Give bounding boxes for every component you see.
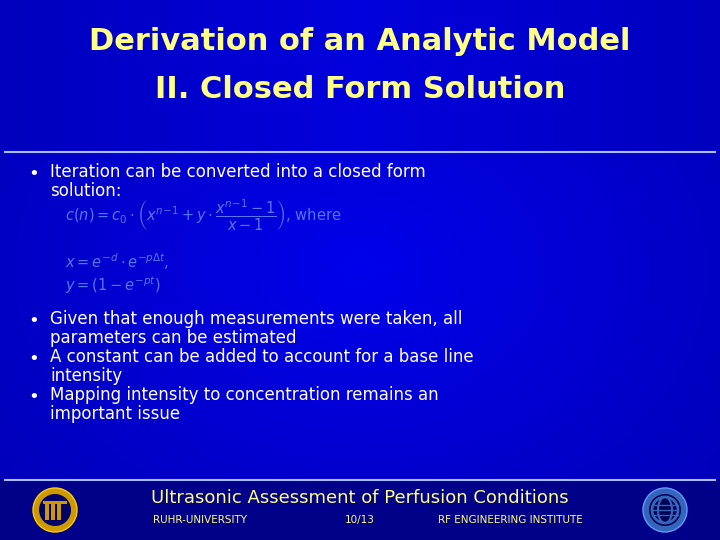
Text: 10/13: 10/13 bbox=[345, 515, 375, 525]
Text: Given that enough measurements were taken, all: Given that enough measurements were take… bbox=[50, 310, 462, 328]
Text: solution:: solution: bbox=[50, 182, 122, 200]
Bar bbox=[45, 502, 49, 520]
Bar bbox=[43, 501, 67, 504]
Text: •: • bbox=[28, 388, 39, 406]
Text: parameters can be estimated: parameters can be estimated bbox=[50, 329, 297, 347]
Text: RF ENGINEERING INSTITUTE: RF ENGINEERING INSTITUTE bbox=[438, 515, 582, 525]
Text: •: • bbox=[28, 165, 39, 183]
Text: Derivation of an Analytic Model: Derivation of an Analytic Model bbox=[89, 28, 631, 57]
Text: Ultrasonic Assessment of Perfusion Conditions: Ultrasonic Assessment of Perfusion Condi… bbox=[151, 489, 569, 507]
Circle shape bbox=[649, 494, 681, 526]
Bar bbox=[0, 0, 720, 150]
Bar bbox=[51, 502, 55, 520]
Text: intensity: intensity bbox=[50, 367, 122, 385]
Text: $y = (1 - e^{-pt})$: $y = (1 - e^{-pt})$ bbox=[65, 274, 161, 296]
Text: RUHR-UNIVERSITY: RUHR-UNIVERSITY bbox=[153, 515, 247, 525]
Circle shape bbox=[39, 494, 71, 526]
Circle shape bbox=[643, 488, 687, 532]
Text: •: • bbox=[28, 350, 39, 368]
Text: $c(n) = c_0 \cdot \left( x^{n\!-\!1} + y \cdot \dfrac{x^{n\!-\!1}-1}{x-1} \right: $c(n) = c_0 \cdot \left( x^{n\!-\!1} + y… bbox=[65, 198, 341, 233]
Circle shape bbox=[33, 488, 77, 532]
Text: II. Closed Form Solution: II. Closed Form Solution bbox=[155, 76, 565, 105]
Text: •: • bbox=[28, 312, 39, 330]
Bar bbox=[57, 502, 61, 520]
Bar bbox=[0, 480, 720, 540]
Text: Iteration can be converted into a closed form: Iteration can be converted into a closed… bbox=[50, 163, 426, 181]
Text: Mapping intensity to concentration remains an: Mapping intensity to concentration remai… bbox=[50, 386, 438, 404]
Text: important issue: important issue bbox=[50, 405, 180, 423]
Text: $x = e^{-d} \cdot e^{-p \Delta t},$: $x = e^{-d} \cdot e^{-p \Delta t},$ bbox=[65, 252, 169, 272]
Text: A constant can be added to account for a base line: A constant can be added to account for a… bbox=[50, 348, 474, 366]
